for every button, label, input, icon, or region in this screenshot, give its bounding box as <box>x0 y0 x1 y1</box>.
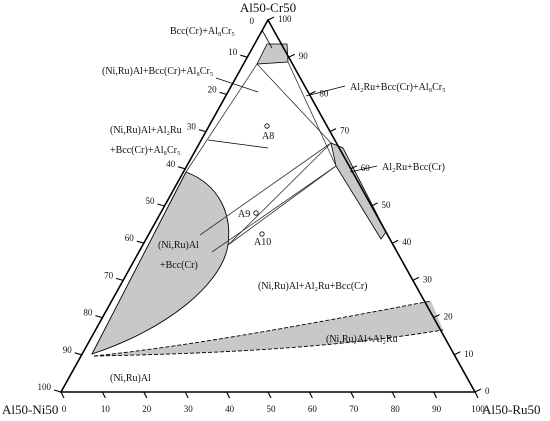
left-tick-label: 70 <box>104 270 114 280</box>
bottom-tick <box>60 391 65 399</box>
niru-al2ru-lower-boundary <box>93 329 444 357</box>
corner-label-left: Al50-Ni50 <box>2 402 58 417</box>
bottom-tick-label: 70 <box>349 404 359 414</box>
corner-label-right: Al50-Ru50 <box>482 402 541 417</box>
point-a8-label: A8 <box>262 131 274 142</box>
left-tick-label: 100 <box>38 382 52 392</box>
left-tick <box>157 203 165 207</box>
left-tick-label: 50 <box>146 196 156 206</box>
bottom-tick <box>184 391 189 399</box>
left-tick <box>178 166 186 170</box>
right-tick <box>454 351 461 356</box>
bottom-tick-label: 100 <box>471 404 485 414</box>
point-a10-marker <box>259 231 265 237</box>
bottom-tick-label: 50 <box>267 404 277 414</box>
bottom-tick <box>350 391 355 399</box>
niru-bcc-region <box>91 171 230 355</box>
al2ru-bcc-region <box>330 142 387 240</box>
left-tick-label: 30 <box>187 122 197 132</box>
niru-al2ru-region <box>94 301 443 356</box>
right-tick-label: 40 <box>402 237 412 247</box>
bottom-tick-label: 60 <box>308 404 318 414</box>
left-tick-label: 80 <box>83 308 93 318</box>
left-tick-label: 10 <box>228 47 238 57</box>
bcc-al8cr5-region <box>256 43 289 65</box>
right-tick-label: 0 <box>485 386 490 396</box>
right-tick <box>391 239 399 244</box>
left-tick <box>136 240 144 244</box>
bottom-tick-label: 40 <box>225 404 235 414</box>
corner-label-top: Al50-Cr50 <box>240 0 296 15</box>
left-tick-label: 40 <box>166 159 176 169</box>
left-axis-zero: 0 <box>250 16 255 26</box>
right-tick <box>412 276 420 281</box>
left-tick <box>74 352 82 356</box>
bottom-tick-label: 30 <box>184 404 194 414</box>
right-tick <box>267 16 275 21</box>
bottom-tick <box>474 391 479 399</box>
right-tick-label: 50 <box>382 200 392 210</box>
label-niru-bcc-line1: (Ni,Ru)Al <box>158 240 199 251</box>
right-tick <box>288 53 295 58</box>
right-tick-label: 70 <box>340 126 350 136</box>
left-tick-label: 60 <box>125 233 135 243</box>
tie-lines <box>185 61 337 253</box>
point-a9-marker <box>253 210 259 216</box>
right-tick <box>309 90 316 95</box>
bottom-tick-label: 10 <box>101 404 111 414</box>
label-bcc-al8cr5: Bcc(Cr)+Al₈Cr₅ <box>170 26 235 37</box>
right-axis-tick-labels: 0 10 20 30 40 50 60 70 80 90 100 <box>278 14 490 396</box>
bottom-tick-label: 80 <box>391 404 401 414</box>
right-tick-label: 20 <box>444 312 454 322</box>
left-tick <box>115 277 124 281</box>
left-tick <box>198 129 207 133</box>
bottom-tick <box>101 391 106 399</box>
left-tick <box>53 389 62 393</box>
left-tick <box>240 54 248 58</box>
bottom-tick <box>308 391 313 399</box>
right-tick-label: 90 <box>299 51 309 61</box>
right-tick-label: 80 <box>319 88 329 98</box>
label-niru-al2ru-bcc-al8cr5-line2: +Bcc(Cr)+Al₈Cr₅ <box>110 145 180 156</box>
right-tick <box>371 202 378 207</box>
left-tick-label: 20 <box>208 84 218 94</box>
tick-marks <box>53 16 482 399</box>
left-tick <box>95 315 103 319</box>
left-tick-label: 90 <box>63 345 73 355</box>
point-a10-label: A10 <box>254 237 271 248</box>
right-tick-label: 10 <box>464 349 474 359</box>
label-al2ru-bcc: Al₂Ru+Bcc(Cr) <box>382 162 445 173</box>
right-tick <box>474 388 482 393</box>
bottom-tick <box>433 391 438 399</box>
bottom-tick <box>226 391 231 399</box>
niru-al2ru-upper-boundary <box>93 300 432 357</box>
right-tick <box>350 165 358 170</box>
label-niru-bcc-al8cr5: (Ni,Ru)Al+Bcc(Cr)+Al₈Cr₅ <box>102 66 213 77</box>
bottom-tick-label: 20 <box>142 404 152 414</box>
label-niru: (Ni,Ru)Al <box>110 373 151 384</box>
right-tick-label: 30 <box>423 274 433 284</box>
label-niru-al2ru: (Ni,Ru)Al+Al₂Ru <box>326 334 398 345</box>
bottom-tick <box>267 391 272 399</box>
left-tick <box>219 91 227 95</box>
bottom-tick-label: 90 <box>432 404 442 414</box>
bottom-axis-tick-labels: 0 10 20 30 40 50 60 70 80 90 100 <box>62 404 486 414</box>
right-tick <box>433 314 440 319</box>
label-niru-bcc-line2: +Bcc(Cr) <box>160 260 198 271</box>
left-axis-tick-labels: 10 20 30 40 50 60 70 80 90 100 <box>38 47 238 392</box>
label-al2ru-bcc-al8cr5: Al₂Ru+Bcc(Cr)+Al₈Cr₅ <box>350 82 446 93</box>
point-a8-marker <box>264 123 270 129</box>
label-niru-al2ru-bcc: (Ni,Ru)Al+Al₂Ru+Bcc(Cr) <box>258 281 367 292</box>
label-niru-al2ru-bcc-al8cr5-line1: (Ni,Ru)Al+Al₂Ru <box>110 125 182 136</box>
right-tick-label: 60 <box>361 163 371 173</box>
bottom-tick <box>143 391 148 399</box>
bottom-tick <box>391 391 396 399</box>
right-tick <box>329 128 337 133</box>
bottom-tick-label: 0 <box>62 404 67 414</box>
leader-lines <box>207 29 378 173</box>
right-tick-label: 100 <box>278 14 292 24</box>
point-a9-label: A9 <box>238 209 250 220</box>
